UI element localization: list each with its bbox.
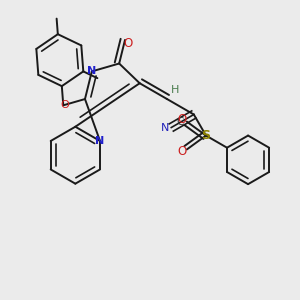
- Text: O: O: [177, 113, 186, 126]
- Text: N: N: [161, 122, 169, 133]
- Text: O: O: [124, 37, 133, 50]
- Text: C: C: [177, 117, 184, 127]
- Text: O: O: [61, 100, 69, 110]
- Text: N: N: [95, 136, 105, 146]
- Text: N: N: [87, 66, 96, 76]
- Text: S: S: [202, 129, 211, 142]
- Text: H: H: [171, 85, 180, 95]
- Text: O: O: [177, 145, 186, 158]
